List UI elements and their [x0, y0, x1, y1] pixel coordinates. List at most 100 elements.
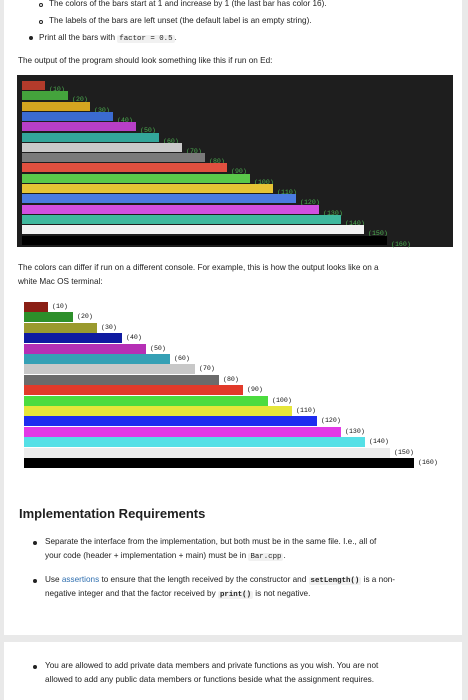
bar-160: [24, 458, 414, 468]
print-pre: Print all the bars with: [39, 33, 118, 42]
bar-50: [22, 122, 136, 132]
bar-40: [22, 111, 113, 121]
bullet-marker: [33, 579, 37, 583]
bar-80: [22, 153, 205, 163]
req-separate-line2: your code (header + implementation + mai…: [45, 550, 286, 563]
bar-10: [24, 302, 48, 312]
bar-label-110: (110): [296, 407, 316, 414]
code-factor: factor = 0.5: [117, 35, 175, 43]
bar-30: [24, 322, 97, 333]
bar-label-130: (130): [323, 209, 343, 217]
req-assertions-line2: negative integer and that the factor rec…: [45, 588, 310, 601]
req-separate-line1: Separate the interface from the implemen…: [45, 537, 377, 546]
content-card: The colors of the bars start at 1 and in…: [4, 0, 462, 635]
bar-90: [24, 385, 243, 396]
content-card-2: You are allowed to add private data memb…: [4, 642, 462, 700]
req2-post: is a non-: [361, 575, 396, 584]
req1-post: .: [283, 551, 286, 560]
bar-label-70: (70): [199, 365, 215, 373]
bar-label-50: (50): [150, 344, 166, 352]
bar-60: [24, 354, 170, 364]
bar-label-10: (10): [49, 86, 65, 93]
bar-label-20: (20): [77, 313, 93, 321]
bar-label-20: (20): [72, 96, 88, 104]
bar-140: [24, 437, 365, 448]
ed-terminal-output: (10) (20) (30) (40) (50) (60) (70) (80) (90) (100…: [17, 75, 453, 248]
bar-20: [24, 312, 73, 323]
bar-label-90: (90): [231, 168, 247, 176]
bar-70: [24, 364, 195, 375]
req2-pre: Use: [45, 575, 62, 584]
sub-bullet-marker: [39, 3, 43, 7]
req1-pre: your code (header + implementation + mai…: [45, 551, 249, 560]
bar-label-60: (60): [163, 137, 179, 145]
bar-130: [24, 426, 341, 437]
bar-10: [22, 81, 45, 90]
bar-60: [22, 132, 159, 142]
bar-label-130: (130): [345, 427, 365, 435]
bar-20: [22, 91, 68, 101]
bar-label-70: (70): [186, 147, 202, 155]
bar-110: [22, 184, 273, 193]
bar-label-50: (50): [140, 127, 156, 135]
bar-label-40: (40): [126, 334, 142, 342]
code-print: print(): [217, 591, 254, 599]
req-private-line2: allowed to add any public data members o…: [45, 675, 375, 684]
bar-130: [22, 204, 319, 214]
text-bar-colors: The colors of the bars start at 1 and in…: [49, 0, 327, 8]
bar-label-150: (150): [368, 230, 388, 238]
bar-label-80: (80): [223, 375, 239, 383]
req2-mid: to ensure that the length received by th…: [99, 575, 309, 584]
bar-100: [24, 395, 268, 406]
bar-90: [22, 163, 227, 173]
bar-110: [24, 406, 292, 416]
bar-30: [22, 101, 90, 111]
req2-line2-pre: negative integer and that the factor rec…: [45, 589, 218, 598]
bar-label-140: (140): [369, 438, 389, 446]
code-setlength: setLength(): [308, 577, 362, 585]
bar-label-120: (120): [321, 417, 341, 425]
bar-150: [22, 225, 364, 235]
assertions-link[interactable]: assertions: [61, 575, 100, 584]
bar-label-30: (30): [101, 323, 117, 331]
bar-50: [24, 343, 146, 354]
bar-100: [22, 173, 250, 183]
req-assertions-line1: Use assertions to ensure that the length…: [45, 574, 395, 587]
req2-line2-post: is not negative.: [253, 589, 311, 598]
text-print-bars: Print all the bars with factor = 0.5.: [39, 32, 177, 45]
bar-120: [24, 416, 317, 427]
req-private-line1: You are allowed to add private data memb…: [45, 661, 379, 670]
bar-140: [22, 214, 341, 224]
bar-160: [22, 235, 387, 245]
bar-label-160: (160): [418, 459, 438, 466]
bar-label-60: (60): [174, 355, 190, 362]
bar-label-10: (10): [52, 303, 68, 310]
bar-label-120: (120): [300, 199, 320, 207]
bar-label-110: (110): [277, 189, 297, 196]
bullet-marker: [33, 541, 37, 545]
sub-bullet-marker: [39, 20, 43, 24]
bar-label-150: (150): [394, 448, 414, 456]
code-bar-cpp: Bar.cpp: [248, 553, 284, 561]
bar-label-30: (30): [94, 106, 110, 114]
bar-70: [22, 142, 182, 152]
text-colors-differ-1: The colors can differ if run on a differ…: [18, 263, 379, 272]
bar-label-100: (100): [254, 178, 274, 186]
section-heading: Implementation Requirements: [19, 506, 206, 521]
output-intro: The output of the program should look so…: [18, 56, 273, 65]
bar-150: [24, 447, 390, 458]
text-bar-labels: The labels of the bars are left unset (t…: [49, 16, 312, 25]
bullet-marker: [33, 665, 37, 669]
bar-80: [24, 374, 219, 385]
bar-label-80: (80): [209, 158, 225, 166]
print-post: .: [174, 33, 177, 42]
bar-label-40: (40): [117, 116, 133, 124]
bar-label-140: (140): [345, 219, 365, 227]
bar-label-100: (100): [272, 396, 292, 404]
bullet-marker: [29, 36, 33, 40]
bar-40: [24, 333, 122, 344]
bar-label-90: (90): [247, 386, 263, 394]
bar-120: [22, 194, 296, 204]
bar-label-160: (160): [391, 240, 411, 248]
text-colors-differ-2: white Mac OS terminal:: [18, 277, 103, 286]
